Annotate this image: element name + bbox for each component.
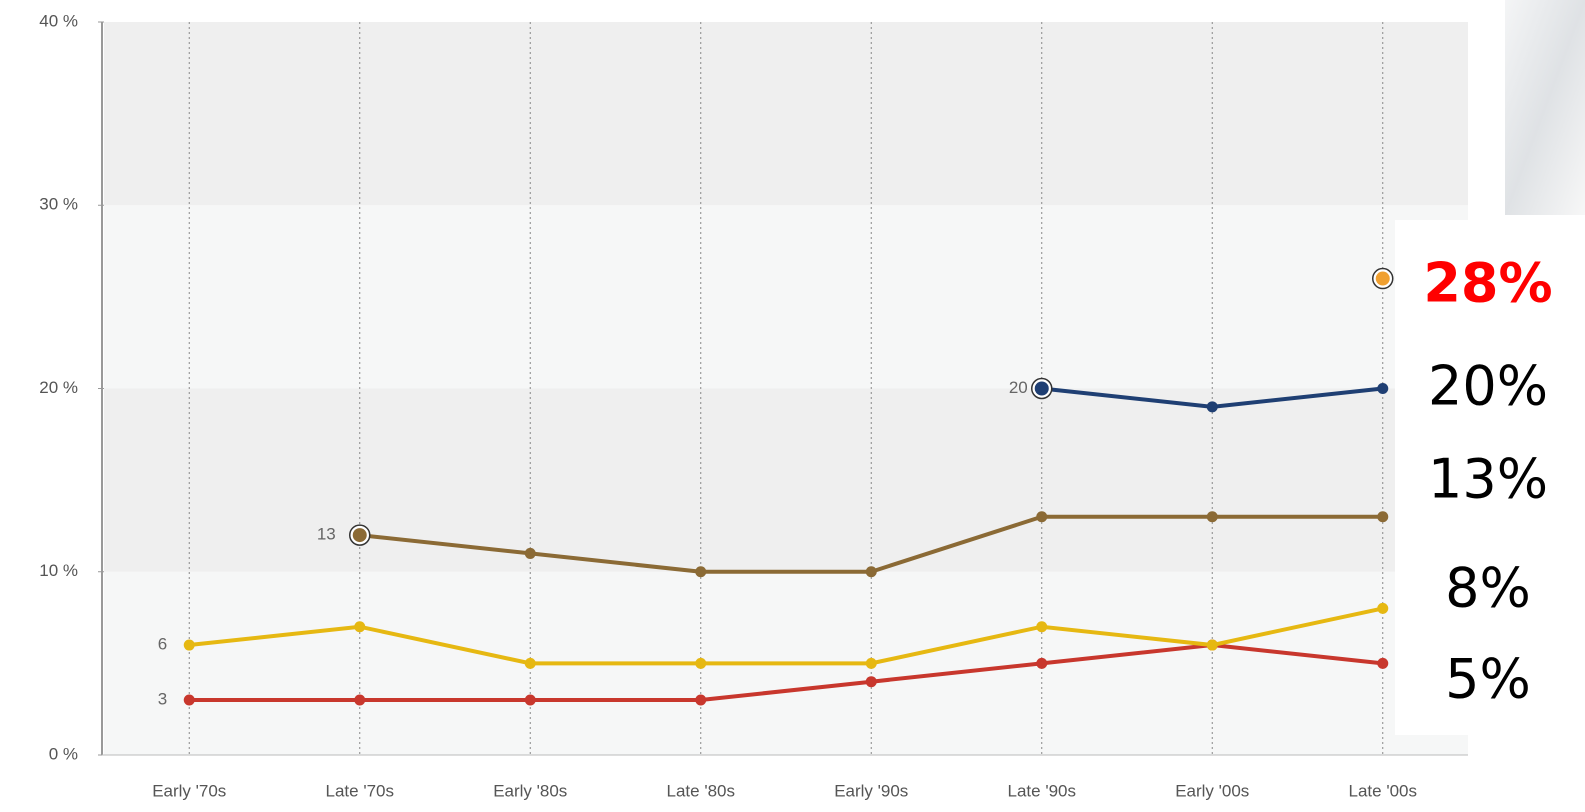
point — [695, 566, 707, 578]
value-label: 3 — [158, 690, 167, 709]
callout-panel — [1395, 220, 1585, 735]
callout: 8% — [1445, 557, 1531, 620]
point — [1377, 602, 1389, 614]
point — [352, 528, 367, 543]
plot-band — [104, 22, 1468, 206]
y-tick-label: 10 % — [39, 561, 78, 580]
x-tick-label: Late '90s — [1008, 781, 1076, 800]
plot-band — [104, 388, 1468, 572]
series-line — [189, 606, 1384, 666]
point — [865, 676, 877, 688]
point — [524, 694, 536, 706]
point — [865, 566, 877, 578]
y-tick-label: 30 % — [39, 195, 78, 214]
x-tick-label: Late '70s — [326, 781, 394, 800]
point — [695, 694, 707, 706]
point — [1377, 657, 1389, 669]
point — [865, 657, 877, 669]
x-tick-label: Late '80s — [667, 781, 735, 800]
callout: 5% — [1445, 648, 1531, 711]
series-line — [189, 643, 1383, 703]
callout: 13% — [1428, 448, 1548, 511]
point — [1206, 639, 1218, 651]
x-tick-label: Early '90s — [834, 781, 908, 800]
plot-band — [104, 205, 1468, 389]
point — [1206, 511, 1218, 523]
x-tick-label: Early '00s — [1175, 781, 1249, 800]
value-label: 6 — [158, 635, 167, 654]
point — [524, 547, 536, 559]
callout: 28% — [1423, 252, 1552, 315]
x-tick-label: Early '80s — [493, 781, 567, 800]
point — [1377, 511, 1389, 523]
point — [524, 657, 536, 669]
annotation: 13 — [317, 525, 336, 544]
x-tick-label: Late '00s — [1349, 781, 1417, 800]
value-label: 20 — [1009, 378, 1028, 397]
point — [695, 657, 707, 669]
point — [354, 694, 366, 706]
y-tick-label: 40 % — [39, 11, 78, 30]
y-tick-label: 0 % — [49, 744, 78, 763]
y-tick-label: 20 % — [39, 378, 78, 397]
point — [183, 694, 195, 706]
point — [1036, 657, 1048, 669]
point — [183, 639, 195, 651]
point — [1206, 401, 1218, 413]
background-image — [1505, 0, 1585, 215]
point — [1036, 621, 1048, 633]
callout: 20% — [1428, 355, 1548, 418]
point — [1377, 383, 1389, 394]
point — [354, 621, 366, 633]
point — [1375, 271, 1390, 286]
x-tick-label: Early '70s — [152, 781, 226, 800]
point — [1034, 381, 1049, 396]
point — [1036, 511, 1048, 523]
